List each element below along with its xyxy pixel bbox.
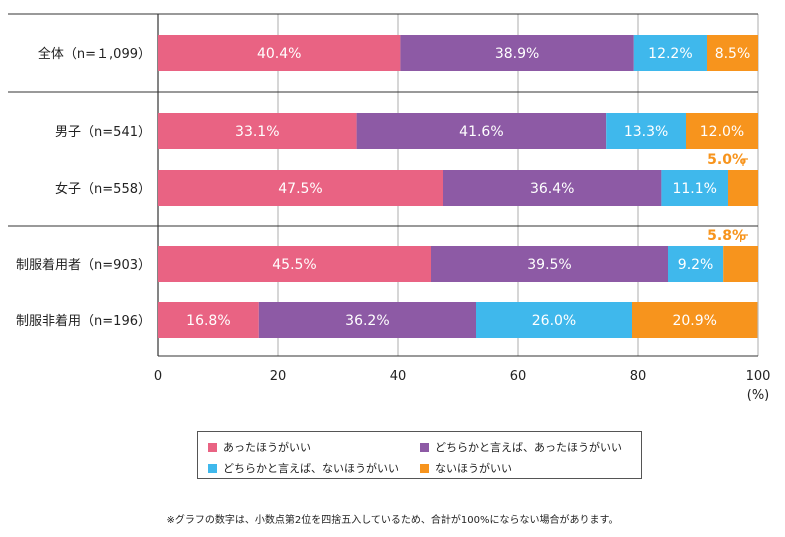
label-leader: [740, 234, 748, 242]
legend-item-1: あったほうがいい: [208, 439, 311, 455]
legend-item-3: どちらかと言えば、ないほうがいい: [208, 460, 399, 476]
category-label: 男子（n=541）: [55, 125, 151, 140]
label-leader: [742, 158, 748, 166]
data-label: 40.4%: [257, 46, 301, 62]
bar-segment: [668, 246, 724, 282]
category-label: 制服非着用（n=196）: [16, 313, 151, 329]
bar-segment: [728, 170, 758, 206]
x-tick-label: 20: [270, 369, 287, 384]
legend-item-4: ないほうがいい: [420, 460, 512, 476]
bar-segment: [158, 170, 443, 206]
x-tick-label: 80: [630, 369, 647, 384]
data-label: 20.9%: [672, 313, 716, 329]
bar-segment: [400, 35, 634, 71]
bar-segment: [723, 246, 758, 282]
data-label: 16.8%: [186, 313, 230, 329]
data-label: 8.5%: [715, 46, 751, 62]
bar-segment: [606, 113, 686, 149]
data-label: 36.4%: [530, 181, 574, 197]
bar-segment: [443, 170, 662, 206]
x-tick-label: 0: [154, 369, 162, 384]
data-label: 12.0%: [700, 124, 744, 140]
bar-segment: [158, 35, 401, 71]
data-label: 36.2%: [345, 313, 389, 329]
data-label: 41.6%: [459, 124, 503, 140]
data-label-outside: 5.8%: [707, 228, 746, 244]
bar-segment: [158, 113, 357, 149]
category-label: 全体（n=１,099）: [38, 46, 151, 62]
bar-segment: [686, 113, 758, 149]
footnote: ※グラフの数字は、小数点第2位を四捨五入しているため、合計が100%にならない場…: [166, 515, 619, 526]
data-label: 13.3%: [624, 124, 668, 140]
data-label-outside: 5.0%: [707, 152, 746, 168]
x-tick-label: 40: [390, 369, 407, 384]
bar-segment: [633, 35, 707, 71]
data-label: 12.2%: [648, 46, 692, 62]
data-label: 39.5%: [527, 257, 571, 273]
bar-segment: [258, 302, 476, 338]
data-label: 33.1%: [235, 124, 279, 140]
category-label: 女子（n=558）: [55, 181, 151, 197]
bar-segment: [356, 113, 607, 149]
data-label: 45.5%: [272, 257, 316, 273]
data-label: 47.5%: [278, 181, 322, 197]
x-tick-label: 60: [510, 369, 527, 384]
legend-item-2: どちらかと言えば、あったほうがいい: [420, 439, 622, 455]
category-labels: 全体（n=１,099） 男子（n=541） 女子（n=558） 制服着用者（n=903…: [16, 46, 151, 329]
x-axis-unit: (%): [747, 388, 770, 403]
legend-label-2: どちらかと言えば、あったほうがいい: [435, 441, 622, 454]
x-axis-ticks: 0 20 40 60 80 100: [154, 369, 771, 384]
bar-segment: [158, 246, 431, 282]
bar-segment: [476, 302, 632, 338]
category-label: 制服着用者（n=903）: [16, 257, 151, 273]
bar-segment: [661, 170, 728, 206]
data-label: 26.0%: [532, 313, 576, 329]
legend-swatch-1: [208, 442, 217, 452]
x-tick-label: 100: [746, 369, 771, 384]
bar-segment: [707, 35, 758, 71]
legend-label-1: あったほうがいい: [223, 441, 311, 454]
legend-swatch-4: [420, 463, 429, 473]
legend-label-4: ないほうがいい: [435, 462, 512, 475]
bar-segment: [158, 302, 259, 338]
bars: 40.4% 38.9% 12.2% 8.5% 33.1% 41.6% 13.3% 12.0% 4…: [158, 35, 758, 338]
data-label: 9.2%: [678, 257, 714, 273]
legend-swatch-2: [420, 442, 429, 452]
legend-label-3: どちらかと言えば、ないほうがいい: [223, 462, 399, 475]
legend-swatch-3: [208, 463, 217, 473]
stacked-bar-chart: 40.4% 38.9% 12.2% 8.5% 33.1% 41.6% 13.3% 12.0% 4…: [8, 13, 771, 403]
group-separators: [8, 91, 758, 227]
data-label: 38.9%: [495, 46, 539, 62]
bar-segment: [632, 302, 758, 338]
legend: あったほうがいい どちらかと言えば、あったほうがいい どちらかと言えば、ないほう…: [197, 431, 642, 479]
bar-segment: [431, 246, 668, 282]
data-label: 11.1%: [672, 181, 716, 197]
